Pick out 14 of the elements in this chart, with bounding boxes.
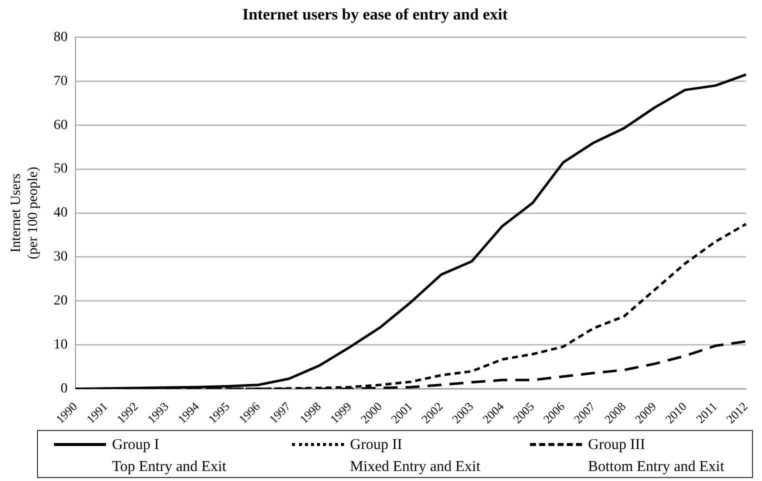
y-tick-label: 70 bbox=[54, 74, 68, 89]
legend-label: Group III Bottom Entry and Exit bbox=[588, 436, 724, 477]
chart-title: Internet users by ease of entry and exit bbox=[242, 6, 508, 24]
y-tick-label: 10 bbox=[54, 338, 68, 353]
y-tick-label: 60 bbox=[54, 118, 68, 133]
y-axis-title: Internet Users (per 100 people) bbox=[9, 166, 41, 260]
y-tick-label: 80 bbox=[54, 30, 68, 45]
y-tick-label: 20 bbox=[54, 294, 68, 309]
y-tick-label: 30 bbox=[54, 250, 68, 265]
y-tick-label: 50 bbox=[54, 162, 68, 177]
y-tick-label: 0 bbox=[60, 382, 68, 397]
legend-label: Group I Top Entry and Exit bbox=[112, 436, 226, 477]
legend-label: Group II Mixed Entry and Exit bbox=[350, 436, 480, 477]
y-tick-label: 40 bbox=[54, 206, 68, 221]
